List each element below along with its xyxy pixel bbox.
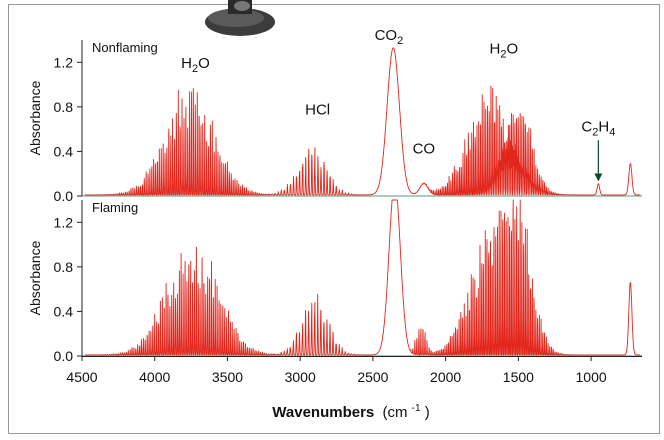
panel-nonflaming: 0.0 0.4 0.8 1.2 Absorbance Nonflaming H2O HCl CO…: [27, 27, 642, 204]
x-tick-label: 4000: [139, 369, 170, 385]
x-tick-label: 2500: [357, 369, 388, 385]
instrument-graphic: [205, 0, 275, 36]
panel-title: Flaming: [92, 200, 138, 215]
y-tick-label: 0.8: [54, 259, 74, 275]
y-tick-label: 0.0: [54, 188, 74, 204]
panel-title: Nonflaming: [92, 40, 158, 55]
y-tick-label: 0.4: [54, 143, 74, 159]
panel-flaming: 0.0 0.4 0.8 1.2 Absorbance Flaming: [27, 199, 642, 364]
spectrum-line: [84, 47, 641, 196]
peak-label: CO: [413, 141, 436, 158]
x-tick-label: 3500: [212, 369, 243, 385]
y-tick-label: 0.4: [54, 303, 74, 319]
x-axis-label-main: Wavenumbers: [272, 404, 374, 421]
x-axis-label-unit-close: ): [425, 404, 430, 421]
peak-label: H2O: [489, 40, 518, 60]
peak-label: CO2: [375, 27, 404, 47]
x-tick-label: 3000: [285, 369, 316, 385]
x-tick-label: 1000: [576, 369, 607, 385]
x-axis: 4500 4000 3500 3000 2500 2000 1500 1000: [66, 356, 642, 385]
peak-label: H2O: [181, 55, 210, 75]
figure-frame: [8, 4, 660, 434]
x-axis-label-unit-exp: -1: [412, 403, 421, 414]
y-tick-label: 0.0: [54, 348, 74, 364]
y-axis-label: Absorbance: [27, 240, 43, 315]
x-axis-label-unit: (cm: [382, 404, 407, 421]
x-axis-label: Wavenumbers (cm -1 ): [272, 398, 429, 421]
x-tick-label: 2000: [430, 369, 461, 385]
c2h4-arrow-head: [594, 173, 603, 182]
y-tick-label: 1.2: [54, 54, 74, 70]
y-tick-label: 0.8: [54, 99, 74, 115]
x-tick-label: 4500: [66, 369, 97, 385]
peak-label: HCl: [305, 102, 330, 119]
y-tick-label: 1.2: [54, 214, 74, 230]
spectrum-line: [84, 199, 641, 356]
peak-label: C2H4: [581, 118, 615, 138]
x-tick-label: 1500: [503, 369, 534, 385]
y-axis-label: Absorbance: [27, 80, 43, 155]
